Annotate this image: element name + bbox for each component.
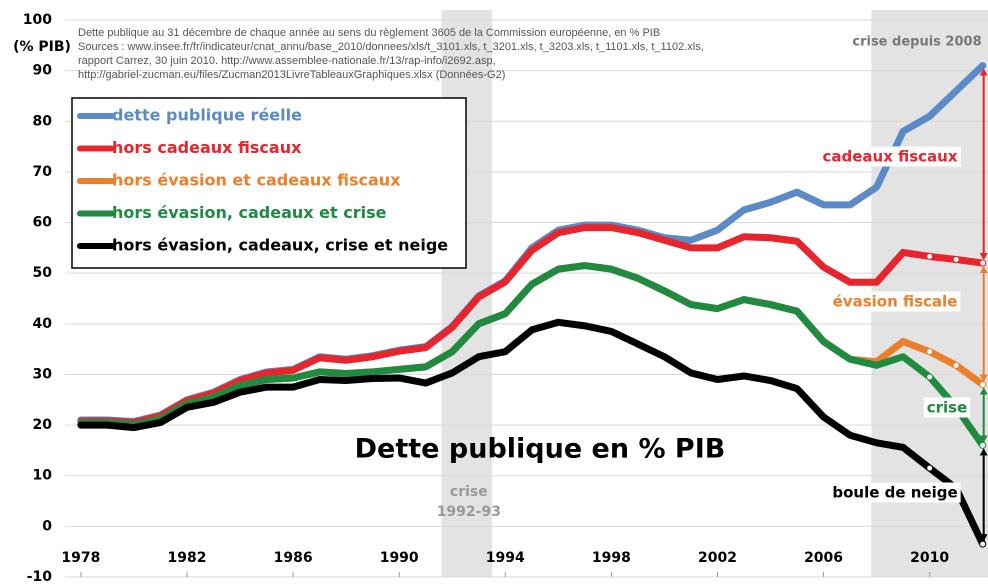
period-label: 1992-93	[437, 504, 501, 520]
chart-title: Dette publique en % PIB	[355, 434, 726, 465]
series-line	[77, 318, 987, 548]
y-tick-label: 80	[33, 113, 53, 129]
x-tick-label: 1990	[380, 550, 419, 566]
annotation: cadeaux fiscaux	[822, 148, 957, 166]
y-tick-label: 70	[33, 164, 53, 180]
y-tick-label: 50	[33, 265, 53, 281]
source-text: rapport Carrez, 30 juin 2010. http://www…	[78, 55, 496, 67]
annotation-bg	[819, 146, 961, 167]
y-tick-label: 30	[33, 366, 53, 382]
annotation-bg	[829, 291, 961, 312]
x-tick-label: 1986	[274, 550, 313, 566]
legend-label: dette publique réelle	[112, 106, 302, 125]
point-marker	[927, 374, 933, 380]
point-marker	[927, 349, 933, 355]
point-marker	[980, 260, 986, 266]
legend-label: hors cadeaux fiscaux	[112, 138, 302, 157]
x-tick-label: 2002	[698, 550, 737, 566]
legend-label: hors évasion, cadeaux et crise	[112, 203, 387, 222]
annotation: évasion fiscale	[833, 293, 958, 311]
point-marker	[927, 465, 933, 471]
annotation-bg	[923, 397, 971, 418]
x-tick-label: 2006	[804, 550, 843, 566]
legend: dette publique réelle hors cadeaux fiscau…	[71, 97, 467, 269]
y-tick-label: 10	[33, 468, 53, 484]
period-label: crise	[450, 484, 488, 500]
legend-label: hors évasion et cadeaux fiscaux	[112, 171, 401, 190]
point-marker	[953, 362, 959, 368]
series-line	[77, 262, 987, 449]
series-line	[77, 224, 987, 427]
y-tick-label: 100	[23, 12, 52, 28]
period-label: crise depuis 2008	[852, 35, 981, 50]
source-text: Sources : www.insee.fr/fr/indicateur/cna…	[78, 41, 704, 53]
source-text: Dette publique au 31 décembre de chaque …	[78, 27, 660, 39]
y-tick-label: -10	[27, 569, 53, 585]
y-tick-label: 20	[33, 417, 53, 433]
point-marker	[980, 442, 986, 448]
x-tick-label: 1978	[61, 550, 100, 566]
lines-layer	[77, 62, 987, 548]
point-marker	[927, 253, 933, 259]
overlay-layer: crise 1992-93 crise depuis 2008 cadeaux fis…	[437, 35, 988, 542]
y-axis-label: (% PIB)	[13, 39, 71, 55]
y-tick-label: 40	[33, 316, 53, 332]
point-marker	[980, 382, 986, 388]
annotation: crise	[927, 399, 968, 417]
y-tick-label: 0	[42, 518, 52, 534]
y-tick-label: 60	[33, 215, 53, 231]
y-tick-label: 90	[33, 63, 53, 79]
point-marker	[953, 257, 959, 263]
annotation-bg	[829, 482, 961, 503]
x-tick-label: 1998	[592, 550, 631, 566]
x-tick-label: 1982	[168, 550, 207, 566]
point-marker	[980, 541, 986, 547]
x-tick-label: 2010	[910, 550, 949, 566]
legend-box	[71, 97, 467, 269]
source-text: http://gabriel-zucman.eu/files/Zucman201…	[78, 69, 505, 81]
x-tick-label: 1994	[486, 550, 525, 566]
legend-label: hors évasion, cadeaux, crise et neige	[112, 236, 448, 255]
annotation: boule de neige	[832, 484, 957, 502]
